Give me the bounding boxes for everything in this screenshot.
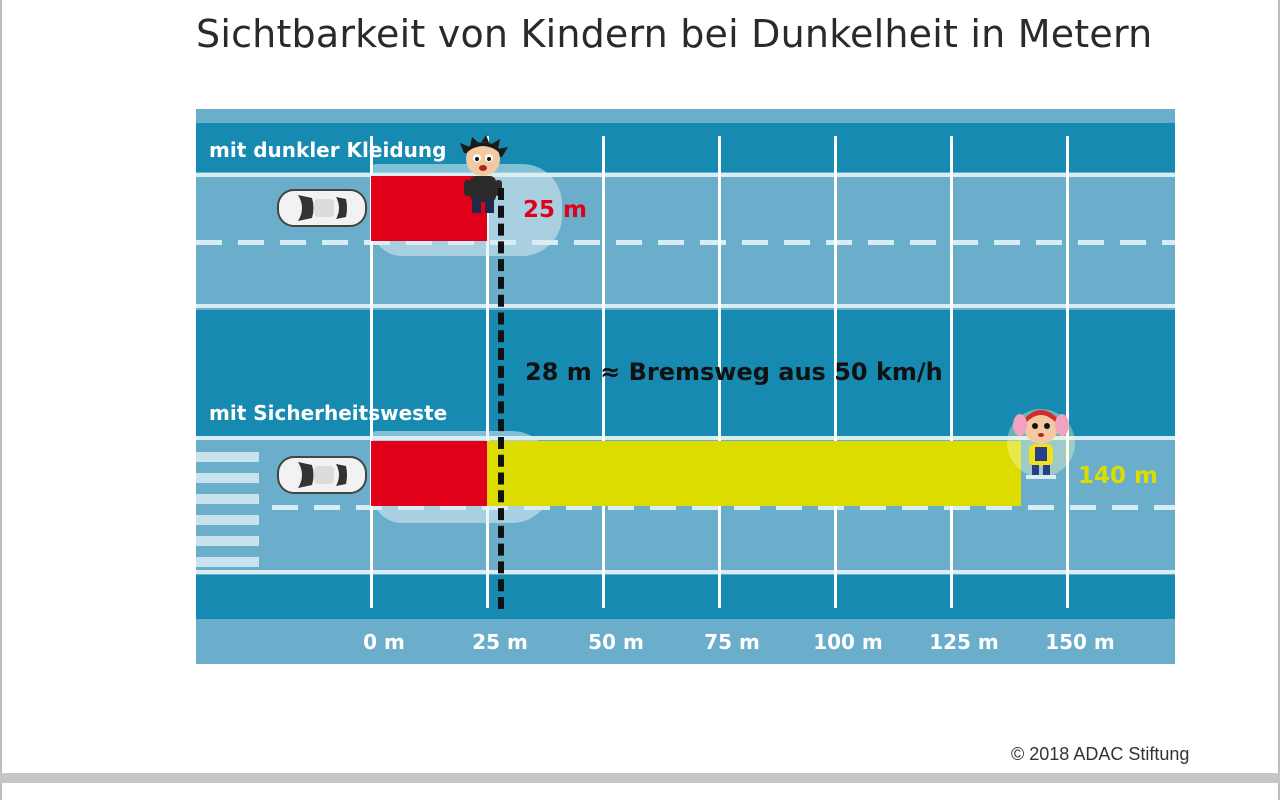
footer-bar [0, 773, 1280, 783]
crosswalk-stripe [196, 557, 259, 567]
grid-line [602, 136, 605, 608]
child-safety-vest-icon [1007, 409, 1075, 479]
braking-distance-label: 28 m ≈ Bremsweg aus 50 km/h [525, 358, 943, 386]
braking-distance-line [497, 188, 504, 609]
grid-line [486, 136, 489, 608]
x-tick-label: 100 m [813, 630, 883, 654]
grid-line [370, 136, 373, 608]
row-label-dark-clothing: mit dunkler Kleidung [209, 138, 447, 162]
x-tick-label: 25 m [472, 630, 528, 654]
crosswalk-stripe [196, 494, 259, 504]
road-band-middle [196, 310, 1175, 438]
crosswalk-stripe [196, 452, 259, 462]
crosswalk-stripe [196, 515, 259, 525]
value-label-safety-vest: 140 m [1078, 463, 1158, 489]
copyright-notice: © 2018 ADAC Stiftung [1011, 744, 1190, 764]
bar-vest-braking-part [371, 441, 487, 506]
grid-line [834, 136, 837, 608]
center-dashed-line [196, 240, 1175, 245]
car-icon [277, 189, 367, 227]
visibility-diagram: mit dunkler Kleidung mit Sicherheitswest… [196, 109, 1175, 664]
x-tick-label: 150 m [1045, 630, 1115, 654]
center-dashed-line [272, 505, 1175, 510]
lane-line [196, 304, 1175, 308]
road-band-bottom [196, 575, 1175, 619]
frame-right-border [1278, 0, 1280, 800]
lane-line [196, 436, 1175, 440]
x-tick-label: 75 m [704, 630, 760, 654]
grid-line [718, 136, 721, 608]
grid-line [1066, 136, 1069, 608]
child-dark-clothing-icon [460, 135, 508, 213]
grid-line [950, 136, 953, 608]
row-label-safety-vest: mit Sicherheitsweste [209, 401, 448, 425]
frame-left-border [0, 0, 2, 800]
car-icon [277, 456, 367, 494]
crosswalk-stripe [196, 536, 259, 546]
x-tick-label: 125 m [929, 630, 999, 654]
lane-line [196, 570, 1175, 574]
x-tick-label: 0 m [363, 630, 405, 654]
road-band-top [196, 123, 1175, 172]
bar-safety-vest [487, 441, 1021, 506]
value-label-dark-clothing: 25 m [523, 197, 587, 223]
crosswalk-stripe [196, 473, 259, 483]
lane-line [196, 173, 1175, 177]
page-title: Sichtbarkeit von Kindern bei Dunkelheit … [196, 12, 1153, 56]
x-tick-label: 50 m [588, 630, 644, 654]
